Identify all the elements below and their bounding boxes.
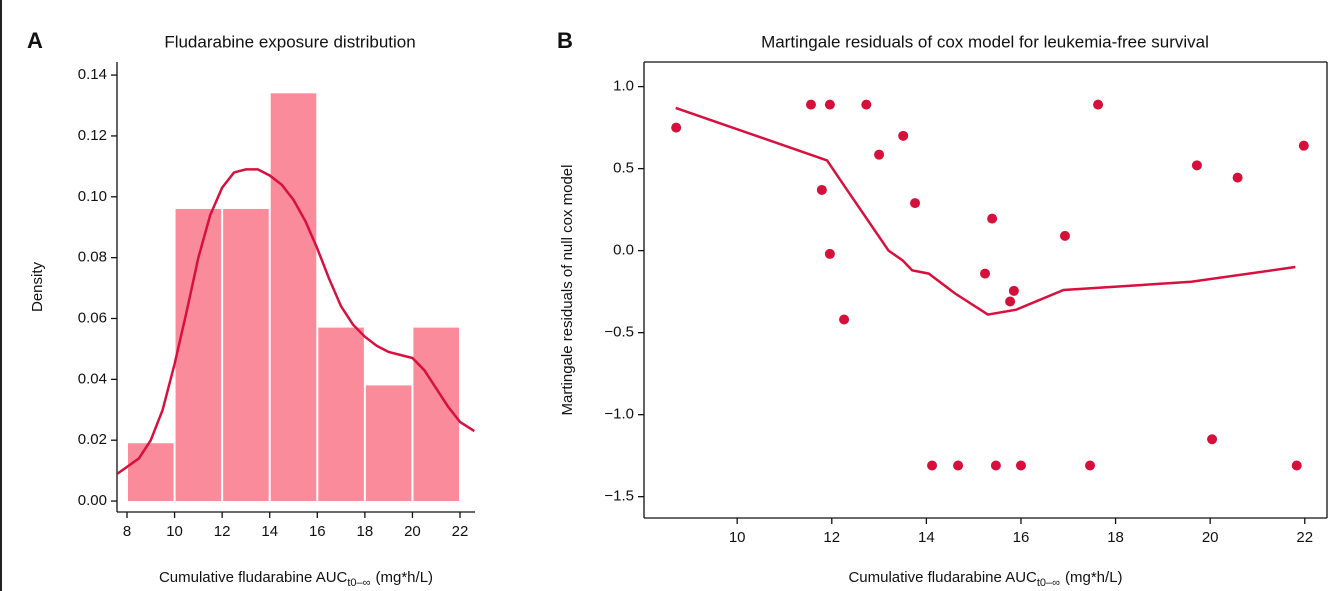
scatter-point [1005, 296, 1016, 307]
x-tick-label: 10 [729, 529, 746, 546]
x-tick-label: 22 [452, 523, 469, 540]
scatter-point [1015, 460, 1026, 471]
x-tick-label: 8 [123, 523, 131, 540]
x-tick-label: 10 [166, 523, 183, 540]
scatter-point [1207, 434, 1218, 445]
y-tick-label: 0.5 [613, 160, 634, 177]
y-tick-label: 1.0 [613, 78, 634, 95]
y-tick-label: 0.06 [78, 309, 107, 326]
histogram-bar [318, 327, 364, 502]
y-tick-label: 0.10 [78, 188, 107, 205]
x-tick-label: 14 [918, 529, 935, 546]
y-tick-label: −0.5 [604, 324, 634, 341]
histogram-bar [270, 93, 317, 502]
scatter-point [824, 248, 835, 259]
y-tick-label: 0.0 [613, 242, 634, 259]
x-label-unit: (mg*h/L) [376, 569, 434, 586]
scatter-point [1085, 460, 1096, 471]
y-tick-label: 0.12 [78, 127, 107, 144]
y-tick-label: 0.08 [78, 249, 107, 266]
y-tick-label: 0.00 [78, 492, 107, 509]
trend-curve [116, 168, 475, 475]
x-label-main: Cumulative fludarabine AUC [159, 569, 348, 586]
x-tick-label: 16 [309, 523, 326, 540]
x-axis-label: Cumulative fludarabine AUCt0–∞ (mg*h/L) [848, 569, 1122, 589]
chart-title: Fludarabine exposure distribution [164, 32, 415, 51]
histogram-bar [365, 385, 412, 502]
histogram-bar [413, 327, 460, 502]
y-axis-label: Martingale residuals of null cox model [559, 165, 576, 416]
scatter-point [816, 184, 827, 195]
scatter-point [898, 130, 909, 141]
panel-letter: B [557, 28, 573, 53]
y-tick-label: 0.02 [78, 431, 107, 448]
histogram-bar [175, 208, 222, 502]
scatter-point [987, 213, 998, 224]
scatter-point [927, 460, 938, 471]
trend-curve [675, 106, 1296, 316]
x-tick-label: 20 [1202, 529, 1219, 546]
y-tick-label: 0.04 [78, 370, 107, 387]
histogram-bar [223, 208, 269, 502]
scatter-point [824, 99, 835, 110]
x-tick-label: 18 [1107, 529, 1124, 546]
x-tick-label: 14 [261, 523, 278, 540]
scatter-point [861, 99, 872, 110]
y-tick-label: −1.5 [604, 488, 634, 505]
x-tick-label: 16 [1013, 529, 1030, 546]
scatter-point [980, 268, 991, 279]
scatter-point [839, 314, 850, 325]
x-tick-label: 12 [823, 529, 840, 546]
scatter-point [1093, 99, 1104, 110]
scatter-point [1059, 230, 1070, 241]
scatter-point [910, 198, 921, 209]
panel-letter: A [27, 28, 43, 53]
x-axis-label: Cumulative fludarabine AUCt0–∞ (mg*h/L) [159, 569, 433, 589]
scatter-point [1008, 285, 1019, 296]
scatter-point [805, 99, 816, 110]
scatter-point [1291, 460, 1302, 471]
histogram-bar [127, 443, 174, 502]
scatter-point [874, 149, 885, 160]
x-label-sub: t0–∞ [347, 577, 370, 589]
scatter-point [1191, 160, 1202, 171]
x-tick-label: 20 [404, 523, 421, 540]
x-tick-label: 22 [1296, 529, 1313, 546]
y-tick-label: −1.0 [604, 406, 634, 423]
y-tick-label: 0.14 [78, 66, 107, 83]
chart-title: Martingale residuals of cox model for le… [761, 32, 1209, 51]
x-label-sub: t0–∞ [1037, 577, 1060, 589]
scatter-point [1298, 140, 1309, 151]
x-tick-label: 12 [214, 523, 231, 540]
x-label-main: Cumulative fludarabine AUC [848, 569, 1037, 586]
y-axis-label: Density [29, 261, 46, 312]
scatter-point [990, 460, 1001, 471]
scatter-point [953, 460, 964, 471]
x-tick-label: 18 [357, 523, 374, 540]
x-label-unit: (mg*h/L) [1065, 569, 1123, 586]
scatter-point [671, 122, 682, 133]
scatter-point [1232, 172, 1243, 183]
